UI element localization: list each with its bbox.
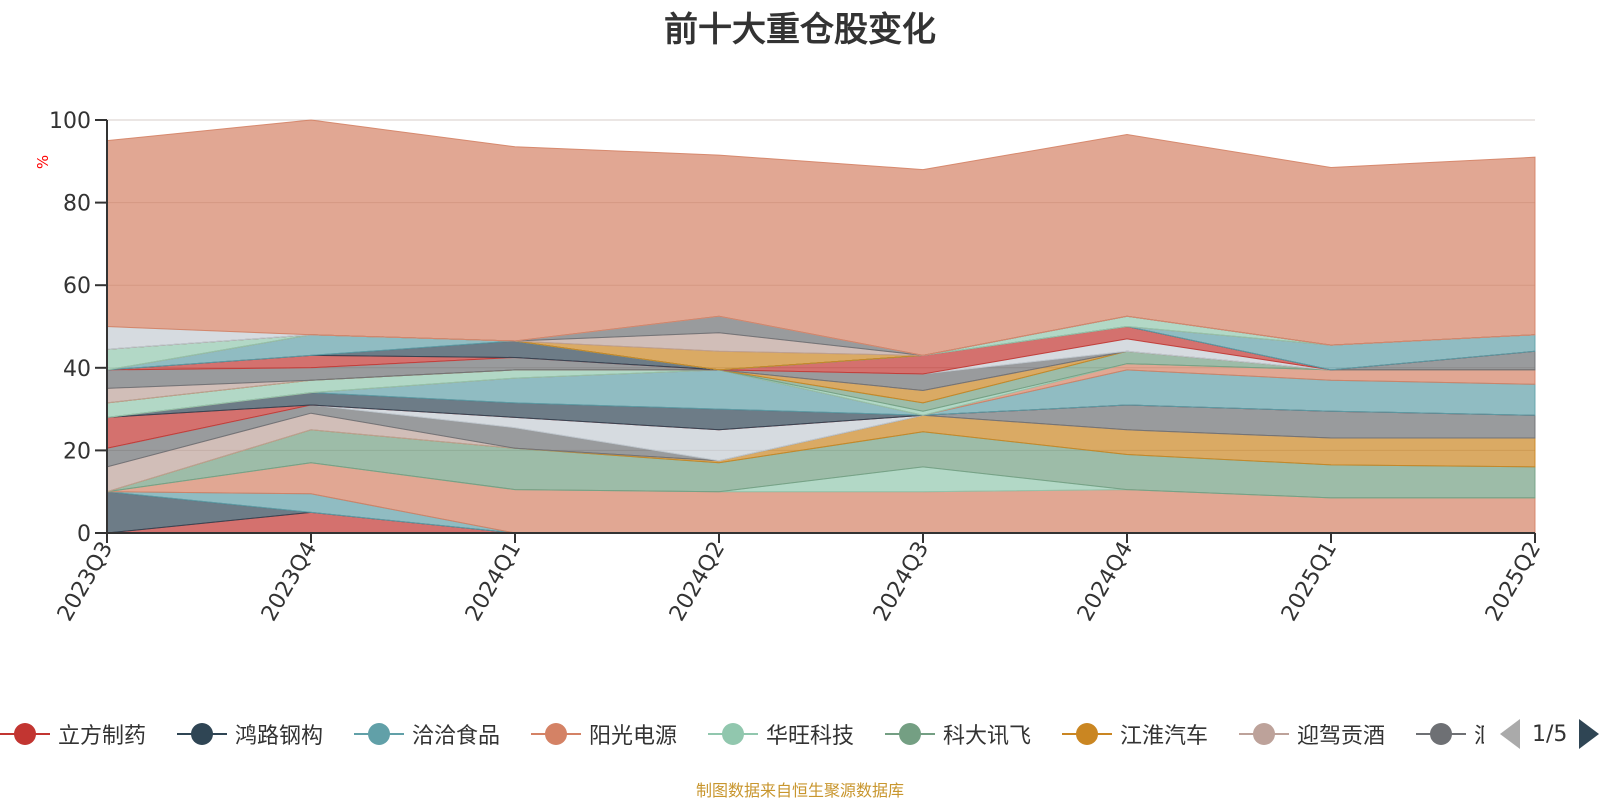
source-note: 制图数据来自恒生聚源数据库 (695, 781, 904, 800)
legend-next-page-icon[interactable] (1579, 719, 1600, 749)
y-tick-label: 60 (63, 274, 91, 299)
legend-item[interactable]: 科大讯飞 (885, 718, 1031, 750)
x-tick-label: 2023Q3 (53, 538, 118, 626)
legend-pager: 1/5 (1500, 718, 1600, 750)
x-tick-label: 2024Q2 (665, 538, 730, 626)
legend-label: 华旺科技 (766, 724, 855, 749)
legend-item[interactable]: 江淮汽车 (1062, 718, 1208, 750)
series-area-30 (106, 119, 1536, 356)
legend-item[interactable]: 洽洽食品 (354, 718, 500, 750)
legend-label: 洽洽食品 (412, 724, 501, 749)
legend-label: 科大讯飞 (943, 724, 1032, 749)
legend-item[interactable]: 华旺科技 (708, 718, 854, 750)
legend: 立方制药 鸿路钢构 洽洽食品 阳光电源 华旺科技 科大讯飞 江淮汽车 迎驾贡酒 汇川技术 (0, 718, 1484, 750)
y-tick-label: 40 (63, 357, 91, 382)
legend-marker-icon (531, 722, 581, 746)
legend-marker-icon (1239, 722, 1289, 746)
x-tick-label: 2025Q2 (1481, 538, 1546, 626)
legend-item[interactable]: 迎驾贡酒 (1239, 718, 1385, 750)
legend-item[interactable]: 鸿路钢构 (177, 718, 323, 750)
legend-prev-page-icon[interactable] (1500, 719, 1520, 749)
legend-marker-icon (354, 722, 404, 746)
legend-label: 江淮汽车 (1120, 724, 1209, 749)
y-tick-label: 0 (77, 522, 91, 547)
y-tick-label: 100 (49, 109, 91, 134)
legend-label: 立方制药 (58, 724, 147, 749)
legend-marker-icon (885, 722, 935, 746)
y-axis-label: % (34, 155, 52, 169)
legend-label: 汇川技术 (1474, 718, 1484, 750)
legend-item[interactable]: 阳光电源 (531, 718, 677, 750)
legend-marker-icon (1416, 722, 1466, 746)
chart-title: 前十大重仓股变化 (664, 10, 936, 50)
legend-item[interactable]: 汇川技术 (1416, 718, 1484, 750)
legend-marker-icon (708, 722, 758, 746)
legend-label: 鸿路钢构 (235, 724, 324, 749)
x-tick-label: 2024Q3 (869, 538, 934, 626)
legend-label: 迎驾贡酒 (1297, 724, 1386, 749)
legend-marker-icon (177, 722, 227, 746)
x-tick-label: 2024Q4 (1073, 538, 1138, 626)
series-layer (106, 119, 1536, 534)
x-tick-label: 2023Q4 (257, 538, 322, 626)
legend-item[interactable]: 立方制药 (0, 718, 146, 750)
legend-marker-icon (1062, 722, 1112, 746)
y-tick-label: 80 (63, 192, 91, 217)
legend-label: 阳光电源 (589, 724, 678, 749)
legend-marker-icon (0, 722, 50, 746)
x-tick-label: 2025Q1 (1277, 538, 1342, 626)
x-tick-label: 2024Q1 (461, 538, 526, 626)
y-tick-label: 20 (63, 439, 91, 464)
legend-page-indicator: 1/5 (1532, 721, 1568, 747)
